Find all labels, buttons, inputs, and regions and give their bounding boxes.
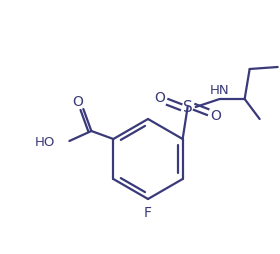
Text: O: O <box>210 109 221 123</box>
Text: O: O <box>72 95 83 109</box>
Text: HO: HO <box>35 136 55 150</box>
Text: HN: HN <box>210 84 229 97</box>
Text: F: F <box>144 206 152 220</box>
Text: S: S <box>183 100 193 115</box>
Text: O: O <box>154 91 165 105</box>
